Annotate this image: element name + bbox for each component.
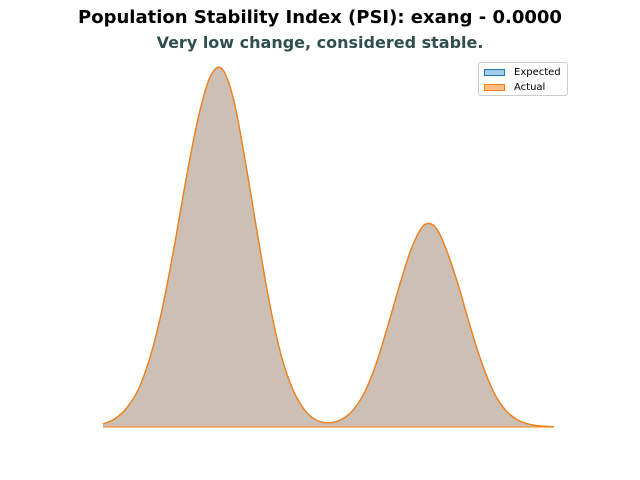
legend-swatch-expected — [484, 69, 505, 76]
legend-label-expected: Expected — [514, 67, 561, 78]
legend-label-actual: Actual — [514, 82, 546, 93]
area-actual — [103, 67, 554, 428]
line-actual — [102, 66, 555, 428]
legend: Expected Actual — [478, 62, 568, 96]
chart-subtitle: Very low change, considered stable. — [156, 33, 484, 52]
legend-swatch-actual — [484, 84, 505, 91]
chart-title: Population Stability Index (PSI): exang … — [78, 7, 562, 28]
